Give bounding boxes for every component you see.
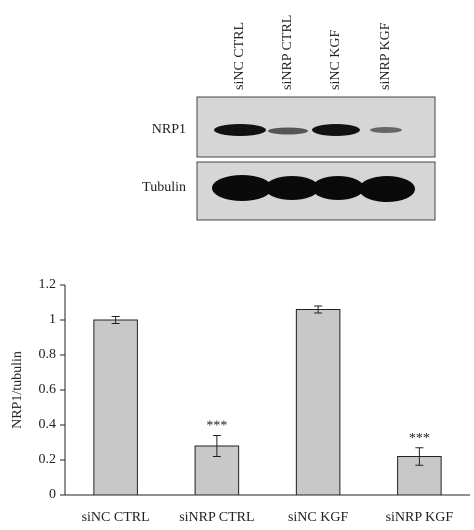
blot-lane-label: siNC CTRL [232,22,247,90]
y-tick-label: 0.2 [39,452,57,467]
blot-band [265,176,319,200]
error-bar [415,447,424,466]
significance-label: *** [206,419,227,434]
bar [295,309,341,496]
error-bar [314,305,323,314]
error-bar [212,435,221,457]
y-tick-label: 0.4 [39,417,57,432]
blot-band [212,175,272,201]
blot-band [312,124,360,136]
x-tick-label: siNRP CTRL [179,510,254,525]
y-tick-label: 0.6 [39,382,57,397]
bar [93,319,138,496]
blot-lane-label: siNC KGF [328,29,343,90]
blot-lane-label: siNRP CTRL [280,15,295,90]
blot-band [214,124,266,136]
significance-label: *** [409,431,430,446]
y-tick-label: 1 [49,312,56,327]
y-axis-label: NRP1/tubulin [10,351,25,429]
western-blot: NRP1 Tubulin siNC CTRL siNRP CTRL siNC K… [142,15,436,221]
y-tick-label: 0 [49,487,56,502]
y-tick-label: 0.8 [39,347,57,362]
blot-band [268,127,308,135]
error-bar [111,316,120,324]
blot-band [359,176,415,202]
x-tick-label: siNRP KGF [386,510,454,525]
x-tick-label: siNC CTRL [82,510,150,525]
y-tick-label: 1.2 [39,277,57,292]
blot-band [370,127,402,133]
blot-lane-label: siNRP KGF [378,22,393,90]
x-tick-label: siNC KGF [288,510,349,525]
blot-row-label: Tubulin [142,180,186,195]
blot-band [312,176,364,200]
blot-row-label: NRP1 [152,122,186,137]
